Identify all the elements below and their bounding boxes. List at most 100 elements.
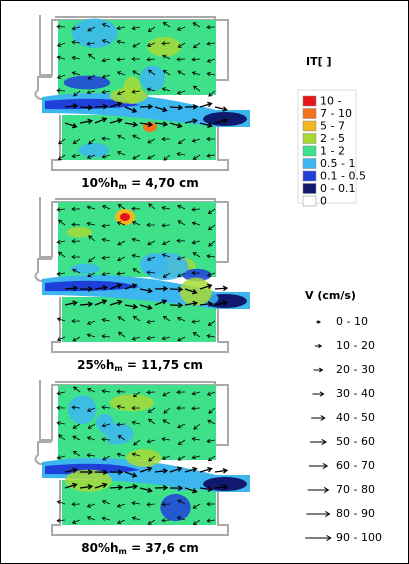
flow-arrow <box>206 391 216 396</box>
flow-arrow <box>184 103 199 110</box>
flow-arrow <box>117 435 126 441</box>
flow-arrow <box>177 220 186 226</box>
flow-arrow <box>176 26 186 31</box>
flow-arrow <box>191 138 201 143</box>
flow-arrow <box>109 299 123 306</box>
flow-arrow <box>206 58 216 63</box>
flow-arrow <box>191 406 201 411</box>
jet-core <box>203 477 247 491</box>
flow-arrow <box>124 121 139 128</box>
flow-arrow <box>176 90 186 95</box>
flow-arrow <box>177 272 186 278</box>
flow-arrow <box>117 204 126 210</box>
flow-arrow <box>206 71 216 77</box>
flow-arrow <box>192 42 201 49</box>
flow-arrow <box>56 24 66 29</box>
v-label: 20 - 30 <box>336 363 375 376</box>
flow-arrow <box>177 336 186 342</box>
flow-arrow <box>56 518 66 523</box>
it-label: 0.5 - 1 <box>320 157 355 170</box>
flow-arrow <box>199 122 213 128</box>
flow-arrow <box>101 204 111 210</box>
flow-panel <box>34 197 250 353</box>
flow-arrow <box>86 333 96 338</box>
flow-arrow <box>177 455 186 461</box>
flow-arrow <box>101 255 111 260</box>
flow-arrow <box>176 151 186 157</box>
flow-arrow <box>56 88 66 93</box>
flow-arrow <box>71 318 81 324</box>
flow-arrow <box>72 268 81 274</box>
flow-arrow <box>161 518 171 523</box>
flow-arrow <box>169 104 184 111</box>
flow-arrow <box>57 251 66 258</box>
flow-arrow <box>94 299 108 306</box>
flow-arrow <box>131 501 141 506</box>
flow-arrow <box>214 106 228 112</box>
flow-arrow <box>56 455 66 460</box>
flow-arrow <box>133 439 141 446</box>
flow-arrow <box>206 333 216 339</box>
flow-arrow <box>199 486 214 492</box>
flow-arrow <box>191 71 201 76</box>
flow-arrow <box>208 90 216 97</box>
flow-arrow <box>177 499 186 505</box>
v-arrow <box>306 510 331 518</box>
flow-arrow <box>177 423 186 429</box>
caption-suffix: = 11,75 cm <box>123 358 203 372</box>
flow-arrow <box>56 239 66 245</box>
it-label: 1 - 2 <box>320 145 345 158</box>
flow-arrow <box>72 336 81 342</box>
flow-arrow <box>154 106 168 113</box>
flow-arrow <box>116 503 126 508</box>
flow-arrow <box>64 122 78 129</box>
flow-arrow <box>169 302 184 309</box>
flow-arrow <box>161 437 171 442</box>
caption-subscript: m <box>114 364 122 373</box>
flow-arrow <box>146 502 156 507</box>
flow-arrow <box>58 434 66 441</box>
flow-arrow <box>147 240 156 246</box>
it-label: 7 - 10 <box>320 107 352 120</box>
flow-arrow <box>58 219 66 226</box>
caption-subscript: m <box>119 182 127 191</box>
flow-arrow <box>124 471 138 478</box>
flow-arrow <box>146 270 156 275</box>
flow-arrow <box>177 70 186 76</box>
flow-arrow <box>147 138 156 144</box>
flow-arrow <box>71 153 81 159</box>
flow-arrow <box>86 205 96 210</box>
flow-arrow <box>192 519 201 526</box>
flow-arrow <box>146 87 156 92</box>
v-arrow <box>307 486 330 494</box>
v-arrow <box>310 438 327 446</box>
flow-arrow <box>131 336 141 341</box>
flow-arrow <box>101 317 111 323</box>
flow-arrow <box>56 390 66 396</box>
flow-arrow <box>146 319 156 325</box>
panel-caption: 25%hm = 11,75 cm <box>77 358 203 373</box>
it-label: 2 - 5 <box>320 132 345 145</box>
flow-arrow <box>88 256 96 263</box>
flow-arrow <box>146 42 156 47</box>
v-label: 0 - 10 <box>336 315 368 328</box>
flow-arrow <box>169 286 184 293</box>
patch <box>109 394 154 412</box>
flow-arrow <box>207 208 216 214</box>
flow-arrow <box>56 336 66 342</box>
flow-arrow <box>191 57 201 62</box>
patch <box>78 142 109 158</box>
flow-arrow <box>161 205 171 211</box>
flow-arrow <box>176 405 186 411</box>
flow-arrow <box>56 55 66 60</box>
panel-caption: 10%hm = 4,70 cm <box>81 176 198 191</box>
flow-arrow <box>132 154 141 160</box>
it-swatch <box>302 183 317 194</box>
flow-arrow <box>176 316 186 322</box>
flow-arrow <box>101 437 111 442</box>
flow-arrow <box>56 317 66 322</box>
flow-arrow <box>163 154 171 161</box>
flow-arrow <box>146 439 156 444</box>
flow-arrow <box>208 407 216 414</box>
